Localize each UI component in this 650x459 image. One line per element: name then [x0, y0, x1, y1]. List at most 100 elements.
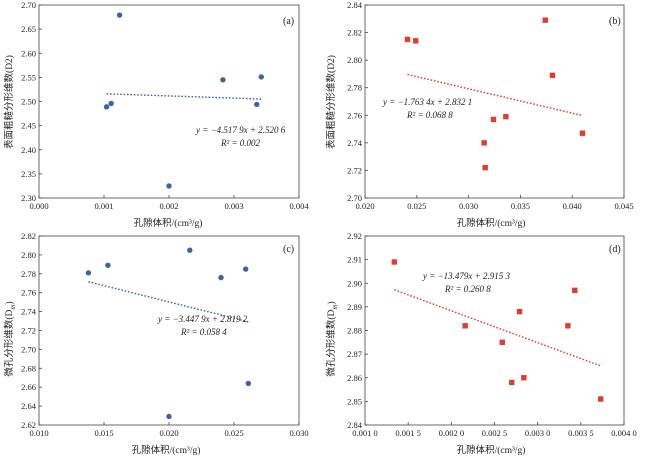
data-point-d — [509, 379, 515, 386]
plot-frame-a — [38, 4, 300, 199]
y-axis-label-d-main: 微孔分形维数(D — [325, 309, 337, 376]
trend-line-d — [394, 289, 601, 367]
panel-d: 0.001 0 0.001 5 0.002 0 0.002 5 0.003 0 0.003… — [325, 231, 637, 456]
data-point-c — [187, 247, 193, 253]
x-tick-label-d: 0.002 5 — [482, 428, 508, 438]
y-tick-label-c: 2.76 — [21, 288, 36, 298]
y-tick-label-a: 2.70 — [21, 0, 36, 10]
y-tick-label-d: 2.92 — [347, 231, 362, 241]
x-tick-label-a: 0.000 — [29, 201, 48, 211]
y-axis-label-b: 表面粗糙分形维数(D2) — [325, 55, 337, 149]
data-point-d — [391, 259, 398, 265]
x-tick-label-d: 0.004 0 — [611, 428, 637, 438]
panel-label-a: (a) — [283, 16, 294, 27]
data-point-a — [254, 101, 260, 108]
x-tick-label-d: 0.001 0 — [352, 428, 378, 438]
y-tick-label-d: 2.85 — [347, 396, 362, 406]
data-point-c — [243, 266, 249, 272]
y-axis-label-a: 表面粗糙分形维数(D2) — [3, 55, 15, 149]
data-point-d — [499, 339, 505, 346]
y-axis-label-c-end: ) — [4, 301, 15, 304]
y-tick-label-c: 2.64 — [21, 401, 37, 411]
r2-d: R² = 0.260 8 — [444, 284, 491, 294]
y-tick-label-d: 2.89 — [347, 302, 362, 312]
data-point-b — [549, 72, 556, 79]
data-point-a — [166, 183, 172, 189]
x-tick-label-d: 0.001 5 — [395, 428, 421, 438]
panel-label-b: (b) — [609, 16, 621, 27]
data-point-b — [503, 113, 509, 120]
x-tick-label-b: 0.040 — [563, 201, 582, 211]
x-tick-label-b: 0.025 — [407, 201, 426, 211]
data-point-b — [482, 164, 488, 171]
data-point-d — [462, 323, 468, 329]
y-tick-label-d: 2.90 — [347, 278, 362, 288]
y-tick-label-a: 2.35 — [21, 169, 36, 179]
equation-c: y = −3.447 9x + 2.819 2 — [157, 314, 248, 324]
y-tick-label-a: 2.30 — [21, 193, 36, 203]
x-tick-label-a: 0.004 — [289, 201, 309, 211]
plot-frame-c — [38, 235, 300, 426]
trend-line-c — [88, 281, 249, 323]
y-tick-label-c: 2.74 — [21, 307, 37, 317]
x-tick-label-b: 0.045 — [614, 201, 633, 211]
x-tick-label-c: 0.025 — [224, 428, 243, 438]
y-axis-label-d: 微孔分形维数(Dm) — [325, 301, 339, 376]
panel-c: 0.010 0.015 0.020 0.025 0.030 2.62 2.64 2.66 2.6… — [3, 231, 309, 456]
x-tick-label-b: 0.035 — [511, 201, 530, 211]
y-tick-label-d: 2.84 — [347, 420, 363, 430]
x-tick-label-c: 0.010 — [29, 428, 48, 438]
y-tick-label-c: 2.78 — [21, 269, 36, 279]
data-point-b — [490, 116, 497, 123]
y-axis-label-c-sub: m — [9, 305, 17, 310]
data-point-b — [542, 17, 548, 23]
y-tick-label-b: 2.82 — [347, 28, 362, 38]
equation-d: y = −13.479x + 2.915 3 — [422, 271, 510, 281]
data-point-d — [565, 323, 571, 329]
r2-a: R² = 0.002 — [220, 138, 261, 148]
y-tick-label-c: 2.72 — [21, 326, 36, 336]
y-tick-label-b: 2.72 — [347, 165, 362, 175]
y-tick-label-c: 2.70 — [21, 344, 36, 354]
y-tick-label-a: 2.60 — [21, 48, 36, 58]
data-point-b — [404, 36, 411, 43]
y-tick-label-b: 2.74 — [347, 138, 363, 148]
x-axis-label-a: 孔隙体积/(cm³/g) — [134, 217, 203, 229]
data-point-c — [85, 270, 92, 276]
y-axis-label-d-end: ) — [326, 301, 337, 304]
plot-frame-d — [364, 235, 625, 426]
data-point-b — [481, 140, 487, 146]
y-tick-label-b: 2.80 — [347, 55, 362, 65]
y-axis-label-c-main: 微孔分形维数(D — [3, 309, 15, 376]
plot-area-a: 0.000 0.001 0.002 0.003 0.004 2.30 2.35 2.40 2.4… — [21, 0, 309, 211]
y-tick-label-c: 2.62 — [21, 420, 36, 430]
x-axis-label-b: 孔隙体积/(cm³/g) — [457, 217, 526, 229]
y-axis-label-c: 微孔分形维数(Dm) — [3, 301, 17, 376]
x-tick-label-b: 0.020 — [355, 201, 374, 211]
data-point-a — [103, 104, 110, 110]
data-point-d — [521, 375, 527, 381]
x-tick-label-d: 0.003 0 — [525, 428, 551, 438]
y-tick-label-d: 2.88 — [347, 326, 362, 336]
y-tick-label-d: 2.86 — [347, 373, 362, 383]
trend-line-b — [407, 73, 583, 117]
x-axis-label-d: 孔隙体积/(cm³/g) — [457, 444, 526, 456]
r2-b: R² = 0.068 8 — [406, 110, 453, 120]
data-point-c — [105, 262, 111, 268]
y-tick-label-d: 2.91 — [347, 255, 362, 265]
trend-line-a — [106, 93, 262, 100]
plot-area-b: 0.020 0.025 0.030 0.035 0.040 0.045 2.70 2.72 2.… — [347, 0, 633, 211]
x-tick-label-c: 0.030 — [289, 428, 308, 438]
x-tick-label-a: 0.003 — [224, 201, 243, 211]
x-tick-label-c: 0.020 — [159, 428, 178, 438]
y-tick-label-c: 2.66 — [21, 382, 36, 392]
x-tick-label-a: 0.001 — [94, 201, 113, 211]
y-tick-label-b: 2.76 — [347, 110, 362, 120]
panel-b: 0.020 0.025 0.030 0.035 0.040 0.045 2.70 2.72 2.… — [325, 0, 634, 229]
data-point-d — [516, 308, 523, 315]
y-tick-label-b: 2.70 — [347, 193, 362, 203]
r2-c: R² = 0.058 4 — [180, 327, 227, 337]
data-point-b — [579, 130, 586, 136]
y-tick-label-a: 2.40 — [21, 145, 36, 155]
